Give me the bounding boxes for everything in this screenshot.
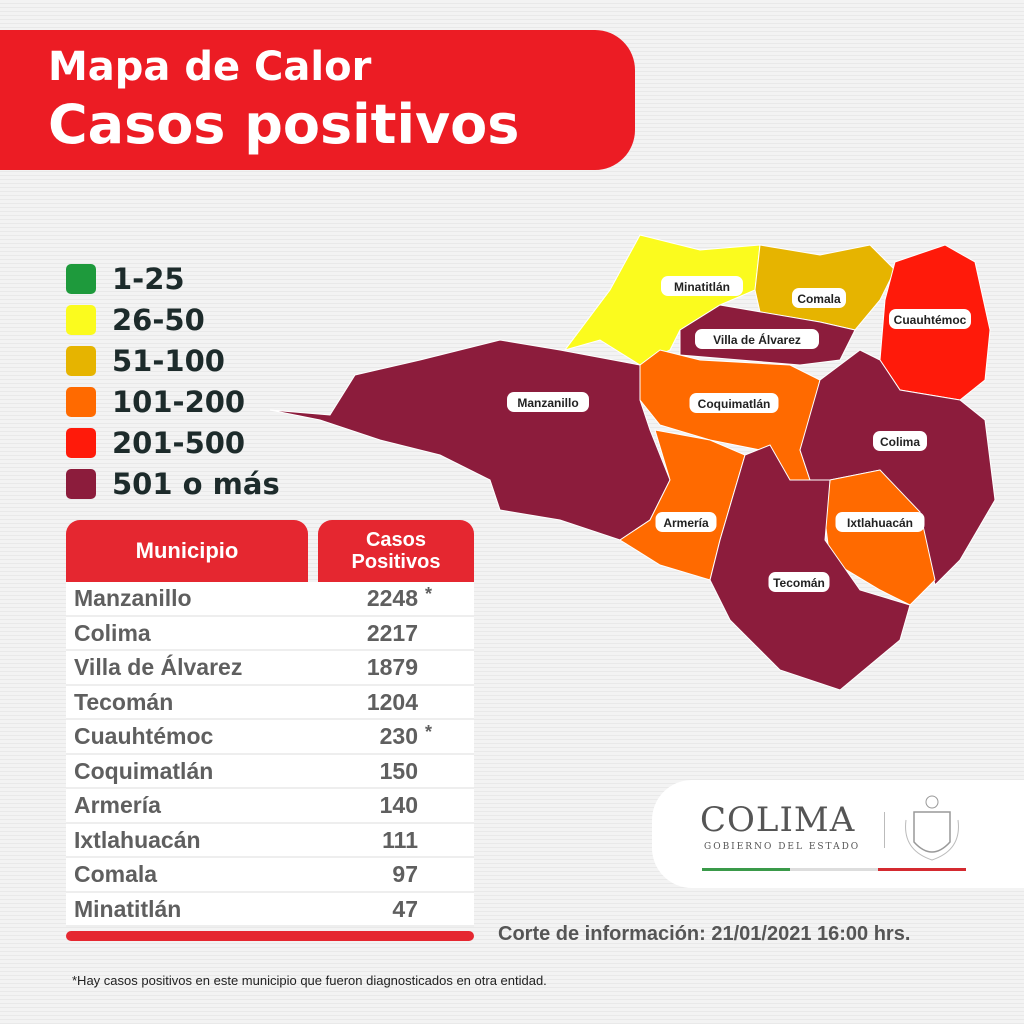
data-cutoff: Corte de información: 21/01/2021 16:00 h… (498, 923, 911, 945)
footnote-marker: * (424, 584, 432, 605)
municipio-name: Armería (74, 792, 161, 819)
legend-swatch (66, 345, 96, 376)
region-label: Minatitlán (674, 280, 730, 294)
municipio-name: Colima (74, 619, 151, 646)
region-label: Colima (880, 435, 920, 449)
region-label-bg (661, 276, 743, 296)
legend-label: 101-200 (112, 384, 246, 419)
region-minatitlán (563, 234, 761, 366)
region-label: Manzanillo (517, 396, 578, 410)
region-label-bg (792, 288, 846, 308)
legend-swatch (66, 304, 96, 335)
table-row: Armería 140 (66, 789, 474, 824)
cases-value: 2217 (366, 619, 418, 646)
region-label-bg (835, 512, 925, 532)
table-row: Colima 2217 (66, 616, 474, 651)
region-armería (619, 429, 746, 581)
flag-stripe (702, 868, 966, 871)
table-row: Coquimatlán 150 (66, 754, 474, 789)
legend: 1-25 26-50 51-100 101-200 201-500 501 o más (66, 258, 280, 504)
cases-value: 140 (379, 792, 418, 819)
region-comala (754, 244, 896, 331)
region-label-bg (695, 329, 819, 349)
legend-label: 201-500 (112, 425, 246, 460)
municipio-name: Ixtlahuacán (74, 826, 201, 853)
region-label-bg (768, 572, 830, 592)
title-line2: Casos positivos (48, 93, 520, 156)
region-label-bg (507, 392, 589, 412)
legend-item: 51-100 (66, 340, 280, 381)
cases-value: 150 (379, 757, 418, 784)
legend-swatch (66, 386, 96, 417)
region-tecomán (709, 444, 911, 691)
cases-value: 97 (392, 861, 418, 888)
legend-swatch (66, 263, 96, 294)
legend-label: 51-100 (112, 343, 225, 378)
municipio-name: Tecomán (74, 688, 174, 715)
government-logo: COLIMA GOBIERNO DEL ESTADO (652, 780, 1024, 888)
region-label: Comala (797, 292, 841, 306)
municipio-name: Manzanillo (74, 585, 192, 612)
table-row: Tecomán 1204 (66, 685, 474, 720)
table-row: Manzanillo 2248 * (66, 582, 474, 617)
region-label-bg (655, 512, 717, 532)
region-manzanillo (269, 339, 671, 541)
region-label-bg (689, 393, 779, 413)
region-label: Ixtlahuacán (847, 516, 913, 530)
cases-value: 230 * (318, 722, 468, 750)
region-label: Villa de Álvarez (713, 332, 801, 347)
header-municipio: Municipio (66, 520, 308, 582)
legend-label: 501 o más (112, 466, 280, 501)
legend-item: 101-200 (66, 381, 280, 422)
footnote: *Hay casos positivos en este municipio q… (72, 973, 547, 988)
legend-label: 1-25 (112, 261, 185, 296)
table-row: Ixtlahuacán 111 (66, 823, 474, 858)
municipio-name: Comala (74, 861, 158, 888)
legend-item: 26-50 (66, 299, 280, 340)
legend-item: 201-500 (66, 422, 280, 463)
cases-table: Municipio Casos Positivos Manzanillo 2248… (66, 520, 474, 941)
region-label: Cuauhtémoc (894, 313, 967, 327)
table-row: Cuauhtémoc 230 * (66, 720, 474, 755)
municipio-name: Villa de Álvarez (74, 654, 243, 681)
region-label-bg (889, 309, 971, 329)
cases-value: 1879 (366, 654, 418, 681)
municipio-name: Coquimatlán (74, 757, 214, 784)
header-casos: Casos Positivos (318, 520, 474, 582)
region-label: Armería (663, 516, 709, 530)
cases-value: 47 (392, 895, 418, 922)
municipio-name: Minatitlán (74, 895, 182, 922)
region-label-bg (873, 431, 927, 451)
legend-swatch (66, 468, 96, 499)
logo-subtitle: GOBIERNO DEL ESTADO (704, 842, 861, 852)
cases-value: 111 (382, 826, 418, 853)
legend-label: 26-50 (112, 302, 205, 337)
title-banner: Mapa de Calor Casos positivos (0, 30, 635, 170)
table-bottom-bar (66, 931, 474, 941)
logo-title: COLIMA (700, 800, 856, 840)
legend-swatch (66, 427, 96, 458)
region-label: Tecomán (773, 576, 825, 590)
cases-value: 1204 (366, 688, 418, 715)
logo-divider (884, 812, 885, 848)
table-row: Comala 97 (66, 858, 474, 893)
legend-item: 501 o más (66, 463, 280, 504)
title-line1: Mapa de Calor (48, 44, 372, 90)
coat-of-arms-icon (905, 795, 959, 861)
table-row: Villa de Álvarez 1879 (66, 651, 474, 686)
table-row: Minatitlán 47 (66, 892, 474, 927)
cases-value: 2248 * (318, 584, 468, 612)
municipio-name: Cuauhtémoc (74, 723, 214, 750)
legend-item: 1-25 (66, 258, 280, 299)
region-label: Coquimatlán (698, 397, 771, 411)
footnote-marker: * (424, 722, 432, 743)
